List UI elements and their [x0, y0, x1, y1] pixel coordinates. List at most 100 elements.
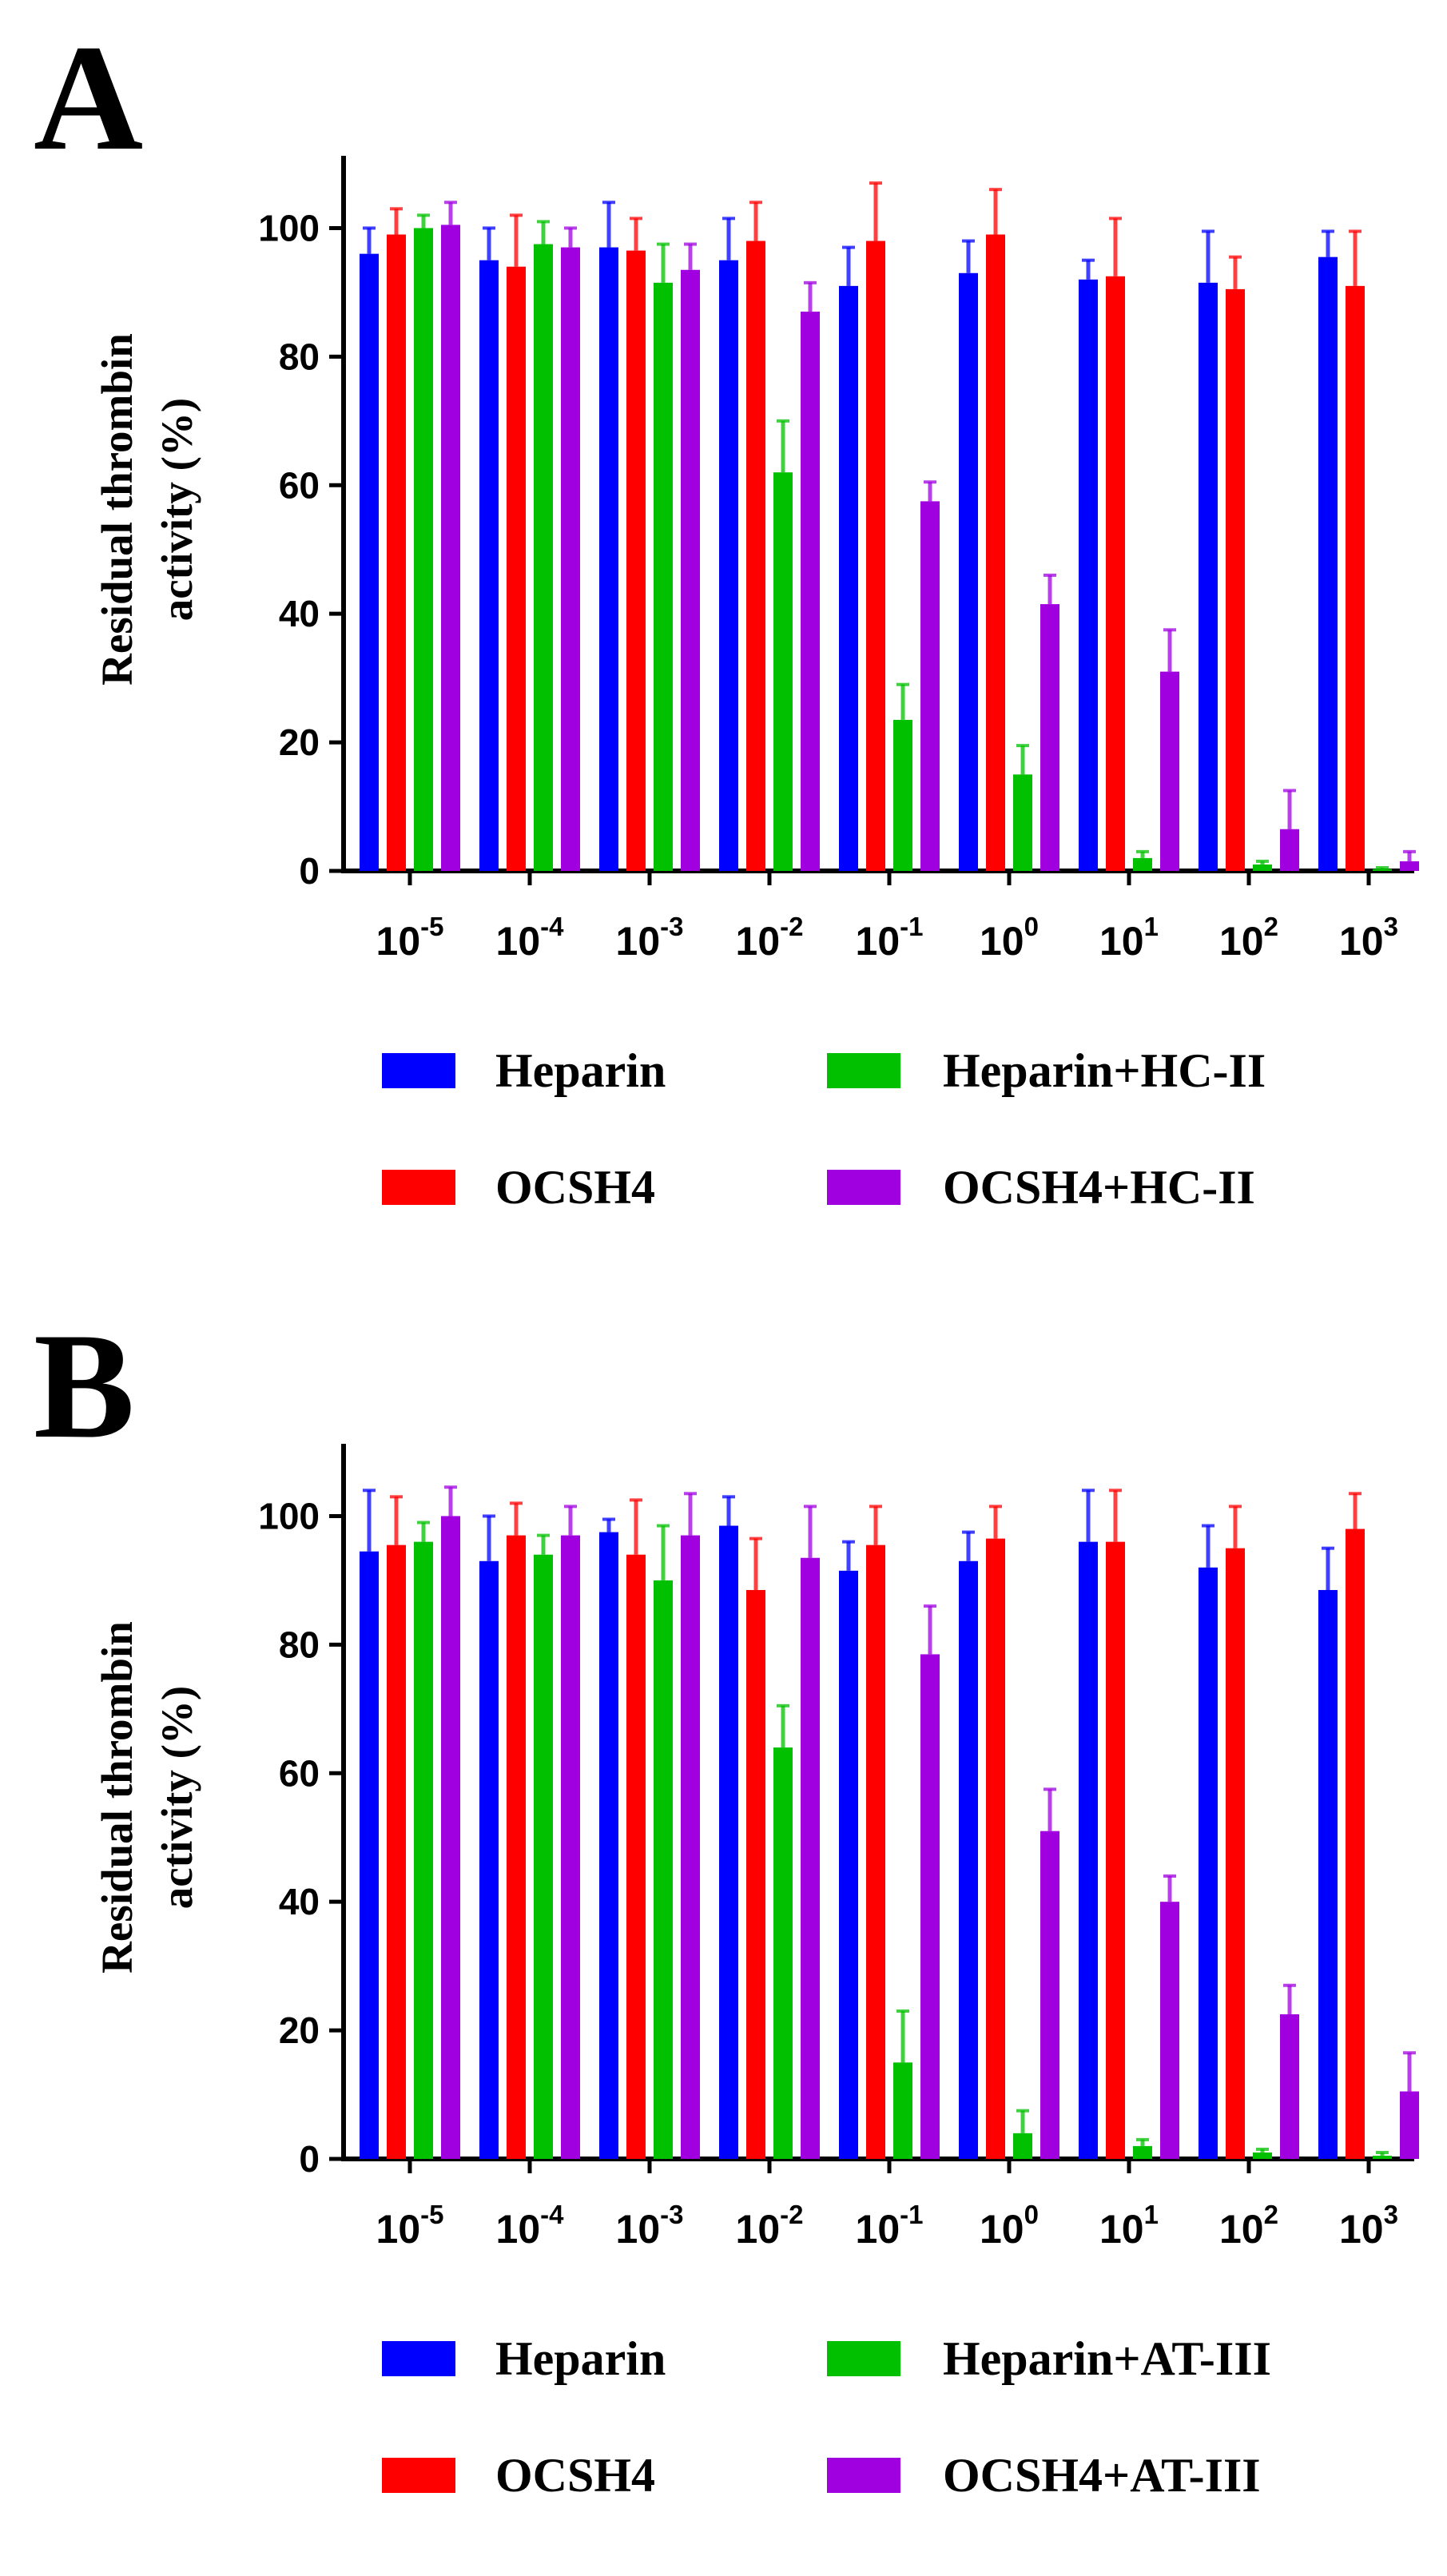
chart-a: Residual thrombin activity (%) 0 20 40 60 80 10… — [93, 156, 1419, 1214]
panel-label: A — [34, 14, 144, 182]
legend-label: Heparin+HC-II — [943, 1044, 1266, 1097]
x-tick-label: 100 — [980, 2200, 1039, 2252]
bar-heparin-hc-ii — [1133, 857, 1152, 871]
bar-heparin — [1079, 279, 1098, 871]
legend-swatch — [382, 2341, 455, 2376]
y-tick-label: 100 — [258, 207, 320, 248]
y-tick-label: 60 — [279, 1752, 320, 1794]
bar-heparin — [599, 1532, 618, 2159]
y-axis-title-line2: activity (%) — [153, 398, 201, 622]
bar-heparin-at-iii — [893, 2062, 912, 2159]
legend-label: Heparin — [495, 1044, 666, 1097]
x-tick-label: 101 — [1099, 912, 1159, 964]
bar-ocsh4 — [1346, 1529, 1365, 2159]
bar-heparin-at-iii — [1013, 2133, 1032, 2159]
legend-label: OCSH4+AT-III — [943, 2449, 1261, 2502]
bar-heparin — [479, 260, 499, 871]
y-axis-title-line1: Residual thrombin — [93, 333, 141, 686]
bar-ocsh4-at-iii — [561, 1535, 580, 2159]
y-tick-label: 80 — [279, 336, 320, 377]
x-tick-label: 100 — [980, 912, 1039, 964]
bar-ocsh4 — [1226, 1548, 1245, 2159]
bar-heparin — [599, 247, 618, 871]
bar-heparin-at-iii — [654, 1580, 673, 2159]
bar-ocsh4 — [866, 1544, 885, 2159]
bar-ocsh4-at-iii — [1160, 1902, 1179, 2159]
bar-heparin — [1318, 1589, 1338, 2159]
bar-heparin — [479, 1560, 499, 2159]
bar-heparin — [1079, 1541, 1098, 2159]
bar-heparin — [360, 253, 379, 871]
bar-heparin-at-iii — [1253, 2152, 1272, 2159]
bar-heparin-hc-ii — [773, 472, 793, 871]
x-tick-label: 102 — [1219, 912, 1278, 964]
legend-swatch — [382, 1053, 455, 1088]
bar-heparin — [839, 1570, 858, 2159]
bar-ocsh4-hc-ii — [441, 225, 460, 871]
bar-heparin — [1199, 1567, 1218, 2159]
x-tick-label: 10-5 — [376, 2200, 444, 2252]
bar-ocsh4 — [626, 250, 646, 871]
bar-ocsh4-hc-ii — [1160, 671, 1179, 871]
legend-label: Heparin — [495, 2332, 666, 2385]
bar-heparin-hc-ii — [654, 282, 673, 871]
x-tick-label: 10-3 — [616, 2200, 684, 2252]
bar-ocsh4-hc-ii — [1040, 604, 1059, 871]
bar-heparin-hc-ii — [414, 228, 433, 871]
x-tick-label: 10-4 — [496, 2200, 565, 2252]
bar-heparin — [1199, 282, 1218, 871]
bar-heparin-hc-ii — [1253, 864, 1272, 871]
x-tick-label: 10-1 — [856, 912, 924, 964]
bar-heparin — [959, 272, 978, 872]
bar-heparin — [959, 1560, 978, 2159]
legend-label: OCSH4+HC-II — [943, 1161, 1255, 1214]
y-tick-label: 20 — [279, 722, 320, 763]
x-tick-label: 102 — [1219, 2200, 1278, 2252]
bar-heparin-at-iii — [1373, 2155, 1392, 2159]
x-tick-label: 10-3 — [616, 912, 684, 964]
bar-heparin-hc-ii — [1373, 869, 1392, 871]
chart-b: Residual thrombin activity (%) 0 20 40 60 80 10… — [93, 1444, 1419, 2502]
y-tick-label: 20 — [279, 2010, 320, 2051]
bar-heparin-hc-ii — [893, 719, 912, 871]
panel-b: B Residual thrombin activity (%) 0 20 40 60 80… — [0, 1288, 1447, 2576]
bar-ocsh4 — [1106, 1541, 1125, 2159]
x-tick-label: 10-2 — [736, 912, 804, 964]
bar-heparin — [1318, 256, 1338, 872]
bar-ocsh4-at-iii — [1280, 2013, 1299, 2159]
legend-label: Heparin+AT-III — [943, 2332, 1271, 2385]
bar-ocsh4 — [866, 241, 885, 872]
legend-label: OCSH4 — [495, 1161, 655, 1214]
x-tick-label: 103 — [1339, 2200, 1398, 2252]
bar-ocsh4-hc-ii — [681, 269, 700, 871]
y-axis-title-line2: activity (%) — [153, 1686, 201, 1910]
bar-heparin-at-iii — [1133, 2145, 1152, 2159]
bar-ocsh4-at-iii — [1040, 1831, 1059, 2159]
bar-ocsh4 — [1346, 285, 1365, 871]
bar-ocsh4 — [1106, 276, 1125, 872]
y-tick-label: 40 — [279, 1881, 320, 1922]
bar-ocsh4-hc-ii — [1400, 861, 1419, 871]
x-tick-label: 10-5 — [376, 912, 444, 964]
y-tick-label: 0 — [299, 850, 320, 892]
bar-heparin-at-iii — [534, 1554, 553, 2159]
bar-ocsh4-at-iii — [681, 1535, 700, 2159]
bar-heparin-hc-ii — [1013, 774, 1032, 871]
bar-heparin — [719, 1525, 738, 2159]
x-tick-label: 101 — [1099, 2200, 1159, 2252]
bar-ocsh4 — [507, 266, 526, 871]
legend-swatch — [827, 1053, 900, 1088]
bar-ocsh4-at-iii — [441, 1516, 460, 2159]
bar-ocsh4 — [387, 234, 406, 871]
bar-ocsh4-at-iii — [801, 1557, 820, 2159]
bar-heparin-at-iii — [773, 1747, 793, 2159]
y-tick-label: 0 — [299, 2138, 320, 2180]
panel-a: A Residual thrombin activity (%) 0 20 40 60 80… — [34, 14, 1419, 1214]
bar-ocsh4 — [746, 1589, 765, 2159]
legend-swatch — [827, 1170, 900, 1205]
bar-heparin — [839, 285, 858, 871]
y-axis-title-line1: Residual thrombin — [93, 1621, 141, 1974]
bar-ocsh4-hc-ii — [920, 501, 940, 871]
x-tick-label: 103 — [1339, 912, 1398, 964]
bar-heparin-at-iii — [414, 1541, 433, 2159]
